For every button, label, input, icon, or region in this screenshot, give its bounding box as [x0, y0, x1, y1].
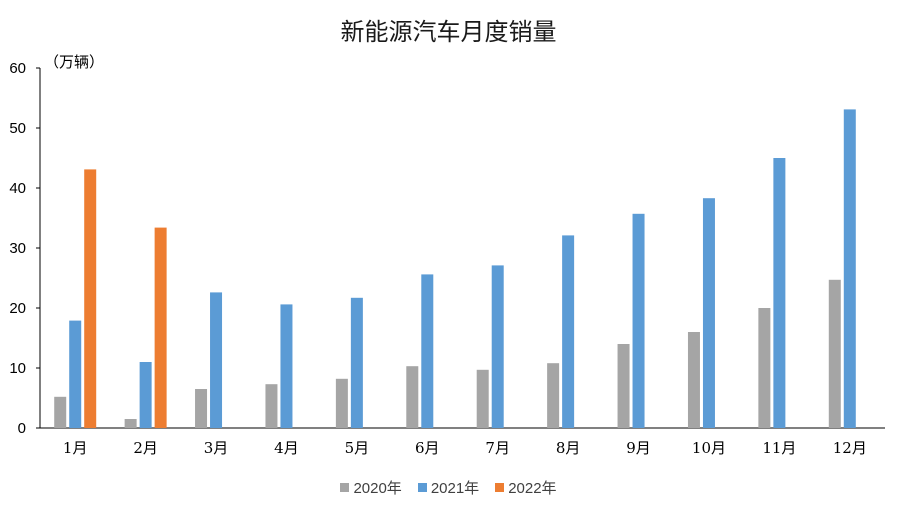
bar-2020年-9月 [617, 344, 630, 428]
x-tick-label: 3月 [204, 439, 229, 457]
bar-2020年-6月 [406, 366, 419, 428]
y-tick-label: 20 [9, 300, 26, 317]
y-tick-label: 60 [9, 60, 26, 77]
bar-2021年-5月 [350, 297, 363, 428]
x-tick-label: 11月 [762, 439, 796, 457]
x-tick-label: 10月 [692, 439, 726, 457]
bar-2021年-7月 [491, 265, 504, 428]
x-tick-label: 4月 [274, 439, 299, 457]
bar-2020年-10月 [687, 332, 700, 428]
legend-item: 2021年 [417, 477, 480, 498]
bar-2021年-4月 [280, 304, 293, 428]
bar-2020年-4月 [265, 384, 278, 428]
x-tick-label: 9月 [626, 439, 651, 457]
bar-2021年-10月 [702, 198, 715, 428]
legend-swatch [417, 483, 427, 492]
y-tick-label: 10 [9, 360, 26, 377]
bar-2020年-1月 [54, 396, 67, 428]
bar-2021年-6月 [421, 274, 434, 428]
bar-2020年-2月 [124, 419, 137, 428]
x-tick-label: 2月 [133, 439, 158, 457]
y-tick-label: 40 [9, 180, 26, 197]
y-tick-label: 0 [18, 420, 26, 437]
x-tick-label: 7月 [485, 439, 510, 457]
legend-item: 2020年 [340, 477, 402, 498]
bar-2021年-3月 [210, 292, 223, 428]
legend-label: 2020年 [353, 480, 402, 497]
bar-2022年-1月 [84, 169, 97, 428]
legend-label: 2021年 [430, 480, 480, 497]
legend-swatch [340, 483, 350, 492]
bar-2022年-2月 [154, 227, 167, 428]
y-axis-unit-label: （万辆） [44, 53, 105, 71]
bar-2021年-1月 [69, 320, 82, 428]
x-tick-label: 6月 [415, 439, 440, 457]
bar-2021年-12月 [843, 109, 856, 429]
bar-2021年-11月 [773, 158, 786, 428]
legend-item: 2022年 [495, 477, 557, 498]
chart-title: 新能源汽车月度销量 [340, 18, 557, 46]
y-tick-label: 30 [9, 240, 26, 257]
bar-2021年-8月 [562, 235, 575, 428]
x-tick-label: 1月 [63, 439, 88, 457]
bar-2021年-2月 [139, 362, 152, 428]
y-tick-label: 50 [9, 120, 26, 137]
bar-2020年-5月 [335, 378, 348, 428]
bar-2020年-8月 [547, 363, 560, 428]
bar-2020年-7月 [476, 369, 489, 428]
x-tick-label: 8月 [556, 439, 581, 457]
bar-2020年-3月 [195, 389, 208, 428]
legend-swatch [495, 483, 505, 492]
bar-2021年-9月 [632, 213, 645, 428]
bar-2020年-11月 [758, 308, 771, 428]
bar-2020年-12月 [828, 279, 841, 428]
chart-legend: 2020年 2021年 2022年 [0, 477, 897, 498]
x-tick-label: 12月 [833, 439, 867, 457]
x-tick-label: 5月 [345, 439, 370, 457]
legend-label: 2022年 [508, 480, 557, 497]
